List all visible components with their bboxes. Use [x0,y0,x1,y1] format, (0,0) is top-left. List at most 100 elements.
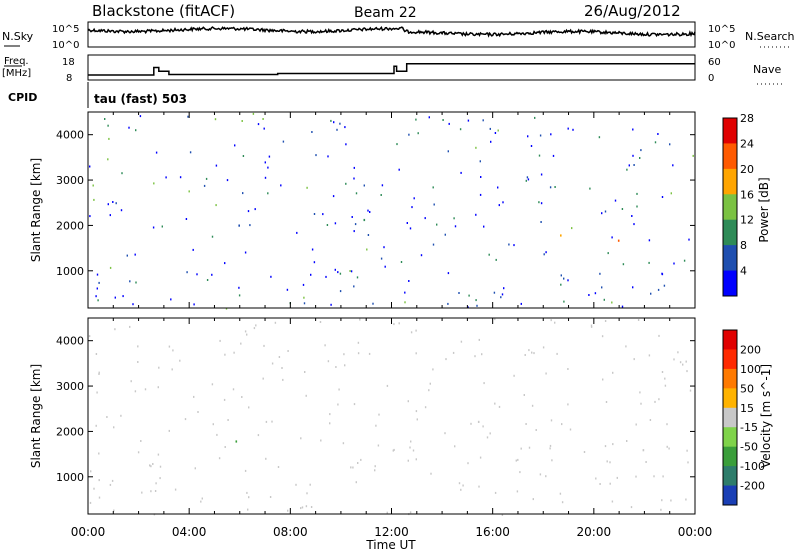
heatmap-cell [572,128,574,131]
heatmap-cell [352,466,354,469]
colorbar-tick-label: 50 [740,382,754,395]
heatmap-cell [263,344,265,347]
heatmap-cell [636,192,638,195]
heatmap-cell [306,186,308,189]
heatmap-cell [206,279,209,281]
heatmap-cell [661,371,664,373]
y-tick-label: 3000 [56,174,84,187]
heatmap-cell [214,118,217,121]
heatmap-cell [159,465,162,468]
heatmap-cell [567,403,569,406]
heatmap-cell [447,272,450,275]
heatmap-cell [271,362,274,365]
heatmap-cell [313,261,316,264]
heatmap-cell [554,321,556,324]
heatmap-cell [224,262,226,265]
heatmap-cell [219,339,221,342]
heatmap-cell [424,406,427,409]
heatmap-cell [679,361,682,364]
heatmap-cell [688,238,690,241]
heatmap-cell [639,157,641,159]
heatmap-cell [309,483,311,486]
heatmap-cell [349,270,351,272]
heatmap-cell [603,298,605,301]
heatmap-cell [452,351,455,354]
heatmap-cell [645,461,647,463]
heatmap-cell [226,179,229,182]
colorbar-tick-label: 28 [740,112,754,125]
heatmap-cell [498,405,501,408]
heatmap-cell [595,477,597,480]
heatmap-cell [447,150,449,153]
freq-right-label: Nave [753,63,781,76]
heatmap-cell [685,360,687,363]
heatmap-cell [380,257,383,260]
heatmap-cell [265,457,267,460]
heatmap-cell [588,294,590,296]
heatmap-cell [432,368,434,371]
heatmap-cell [372,302,374,305]
heatmap-cell [513,374,515,377]
heatmap-cell [415,329,417,332]
heatmap-cell [563,300,565,303]
heatmap-cell [420,254,423,257]
heatmap-cell [234,144,236,147]
heatmap-cell [353,285,355,288]
heatmap-cell [503,287,505,290]
heatmap-cell [212,423,214,426]
heatmap-cell [636,205,638,208]
heatmap-cell [561,423,563,426]
heatmap-cell [334,222,337,225]
heatmap-cell [535,429,537,431]
heatmap-cell [240,342,242,345]
heatmap-cell [475,213,477,216]
heatmap-cell [516,490,519,493]
heatmap-cell [332,195,335,198]
heatmap-cell [311,248,314,251]
heatmap-cell [326,224,329,226]
heatmap-cell [642,449,645,452]
heatmap-cell [343,353,345,356]
heatmap-cell [686,449,688,452]
x-tick-label: 00:00 [678,525,713,539]
heatmap-cell [155,151,158,154]
heatmap-cell [567,368,569,370]
heatmap-cell [111,479,114,482]
heatmap-cell [333,121,335,124]
heatmap-cell [483,382,485,385]
heatmap-cell [137,361,139,363]
heatmap-cell [98,373,100,375]
heatmap-cell [404,291,406,294]
heatmap-cell [353,177,355,180]
heatmap-cell [363,184,365,187]
colorbar-tick-label: 8 [740,239,747,252]
heatmap-cell [224,353,226,356]
noise-right-tick-bottom: 10^0 [708,40,735,51]
colorbar-tick-label: -15 [740,421,758,434]
heatmap-cell [171,368,173,371]
heatmap-cell [569,428,572,431]
heatmap-cell [211,273,213,276]
heatmap-cell [269,496,272,498]
power-colorbar: 4 8 12 16 20 24 28 [722,112,754,297]
heatmap-cell [98,281,100,284]
colorbar-swatch [723,168,737,195]
heatmap-cell [669,143,671,146]
heatmap-cell [301,506,304,509]
heatmap-cell [599,272,601,275]
heatmap-cell [98,452,100,455]
heatmap-cell [467,462,469,465]
heatmap-cell [281,367,283,369]
heatmap-cell [114,296,116,299]
heatmap-cell [337,403,339,406]
heatmap-cell [489,432,491,435]
heatmap-cell [604,445,607,448]
heatmap-cell [495,258,497,261]
colorbar-tick-label: 20 [740,163,754,176]
heatmap-cell [252,112,255,115]
heatmap-cell [224,446,226,448]
power-axes: 1000 2000 3000 4000 [56,112,696,308]
freq-left-label-2: [MHz] [2,68,31,79]
y-tick-label: 3000 [56,380,84,393]
heatmap-cell [396,143,398,146]
